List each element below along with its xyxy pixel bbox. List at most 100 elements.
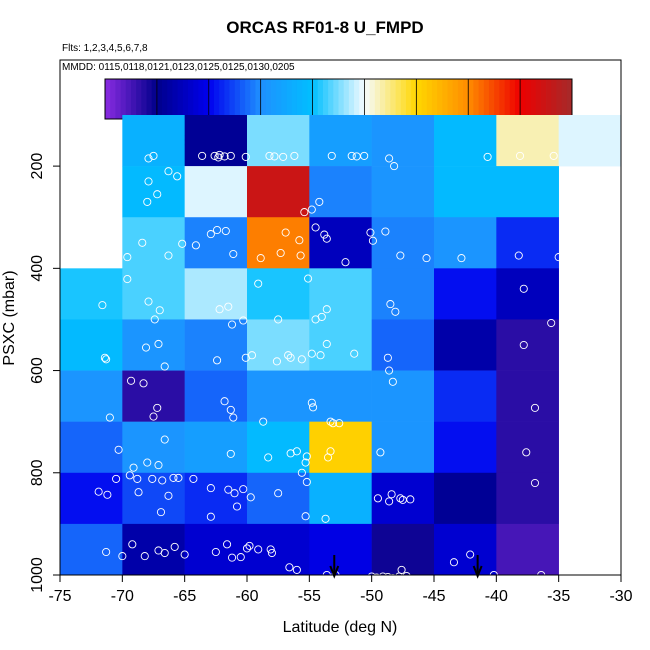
colorbar-segment: [234, 79, 241, 119]
observation-point: [302, 452, 311, 461]
observation-point: [285, 563, 294, 572]
observation-point: [422, 254, 431, 263]
heatmap-cell: [122, 523, 185, 576]
observation-point: [307, 349, 316, 358]
observation-point: [149, 412, 158, 421]
heatmap-cell: [309, 268, 372, 320]
observation-point: [519, 340, 528, 350]
colorbar-segment: [291, 79, 298, 119]
observation-point: [274, 315, 283, 324]
observation-point: [160, 435, 169, 444]
heatmap-cell: [309, 166, 372, 218]
colorbar-segment: [317, 79, 324, 119]
observation-point: [229, 413, 238, 422]
heatmap-cell: [434, 268, 497, 320]
observation-point: [309, 403, 318, 412]
observation-point: [554, 253, 563, 262]
y-tick-label: 200: [29, 153, 46, 180]
observation-point: [265, 151, 274, 160]
colorbar-segment: [540, 79, 547, 119]
x-tick-label: -40: [485, 588, 508, 605]
observation-point: [530, 403, 540, 412]
observation-point: [530, 478, 540, 488]
heatmap-cell: [496, 166, 559, 218]
colorbar-segment: [115, 79, 121, 119]
y-axis: 200 400 600 800 1000: [29, 153, 61, 593]
observation-point: [304, 274, 313, 283]
observation-point: [301, 512, 310, 521]
observation-point: [230, 489, 239, 498]
observation-point: [224, 485, 233, 494]
observation-point: [125, 471, 134, 480]
observation-point: [114, 445, 123, 454]
colorbar-segment: [385, 79, 391, 119]
y-tick-label: 400: [29, 255, 46, 282]
observation-point: [198, 151, 207, 160]
observation-point: [302, 477, 311, 487]
observation-point: [206, 484, 215, 493]
observation-point: [123, 275, 132, 284]
observation-point: [341, 258, 350, 267]
observation-point: [327, 151, 336, 160]
observation-point: [180, 550, 189, 559]
heatmap-cell: [247, 166, 310, 218]
observation-point: [256, 254, 265, 263]
heatmap-cell: [309, 319, 372, 371]
colorbar-segment: [307, 79, 313, 119]
colorbar-segment: [520, 79, 526, 119]
observation-point: [286, 353, 295, 362]
arrow-marker: [472, 555, 483, 579]
observation-point: [133, 474, 142, 483]
colorbar-segment: [478, 79, 485, 119]
observation-point: [213, 225, 222, 235]
observation-points: [94, 150, 563, 583]
observation-point: [155, 306, 164, 315]
heatmap-cell: [309, 370, 372, 422]
x-tick-label: -30: [609, 588, 632, 605]
x-tick-label: -35: [547, 588, 570, 605]
colorbar-segment: [245, 79, 251, 119]
colorbar-segment: [229, 79, 236, 119]
colorbar-segment: [208, 79, 215, 119]
observation-point: [128, 540, 137, 549]
mmdd-note: MMDD: 0115,0118,0121,0123,0125,0125,0130…: [62, 62, 295, 73]
colorbar-segment: [193, 79, 199, 119]
colorbar-segment: [561, 79, 568, 119]
heatmap-cell: [184, 217, 248, 269]
observation-point: [206, 230, 215, 239]
observation-point: [376, 448, 385, 457]
observation-point: [326, 417, 335, 426]
observation-point: [156, 508, 166, 517]
observation-point: [123, 253, 132, 262]
observation-point: [284, 351, 293, 360]
heatmap-cell: [434, 472, 497, 525]
observation-point: [226, 405, 235, 414]
observation-point: [373, 494, 382, 503]
colorbar-segment: [556, 79, 563, 119]
colorbar-segment: [312, 79, 319, 119]
observation-point: [388, 574, 397, 583]
colorbar-segment: [219, 79, 225, 119]
heatmap-cell: [247, 319, 310, 371]
observation-point: [149, 151, 158, 160]
heatmap-cell: [371, 370, 435, 422]
colorbar-segment: [182, 79, 189, 119]
colorbar-segment: [110, 79, 116, 119]
colorbar-segment: [276, 79, 282, 119]
colorbar-segment: [296, 79, 303, 119]
colorbar-segment: [156, 79, 163, 119]
observation-point: [102, 547, 111, 557]
heatmap-cell: [184, 268, 248, 320]
colorbar-segment: [380, 79, 386, 119]
observation-point: [295, 236, 304, 245]
observation-point: [296, 251, 305, 260]
heatmap-cell: [434, 319, 497, 371]
colorbar-segment: [151, 79, 158, 119]
heatmap-cell: [184, 166, 248, 218]
heatmap-cell: [60, 268, 123, 320]
observation-point: [279, 152, 288, 161]
colorbar-segment: [177, 79, 184, 119]
heatmap-cell: [309, 217, 372, 269]
heatmap-cell: [496, 115, 559, 167]
heatmap-cell: [371, 523, 435, 576]
